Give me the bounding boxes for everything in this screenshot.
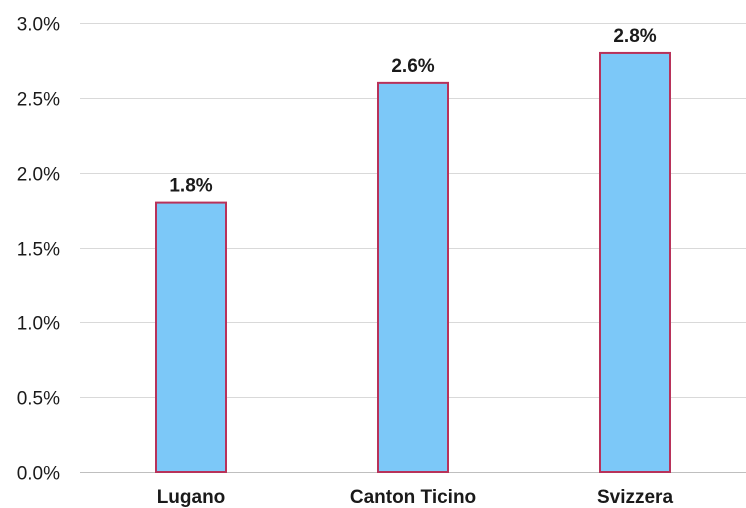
bar-lugano [155, 201, 227, 473]
y-tick-label: 2.5% [17, 90, 60, 111]
y-tick-label: 2.0% [17, 165, 60, 186]
x-category-label: Svizzera [597, 487, 673, 508]
data-labels: 1.8% 2.6% 2.8% [169, 26, 656, 197]
data-label: 2.6% [391, 56, 434, 77]
y-tick-label: 1.5% [17, 240, 60, 261]
bar-svizzera [599, 51, 671, 474]
x-category-label: Lugano [157, 487, 226, 508]
bar-canton-ticino [377, 81, 449, 473]
bars [155, 51, 671, 474]
y-tick-label: 0.5% [17, 389, 60, 410]
y-tick-label: 3.0% [17, 15, 60, 36]
data-label: 2.8% [613, 26, 656, 47]
y-axis-tick-labels: 0.0% 0.5% 1.0% 1.5% 2.0% 2.5% 3.0% [17, 15, 60, 485]
x-category-label: Canton Ticino [350, 487, 476, 508]
y-tick-label: 0.0% [17, 464, 60, 485]
data-label: 1.8% [169, 176, 212, 197]
y-tick-label: 1.0% [17, 314, 60, 335]
x-axis-category-labels: Lugano Canton Ticino Svizzera [157, 487, 674, 508]
